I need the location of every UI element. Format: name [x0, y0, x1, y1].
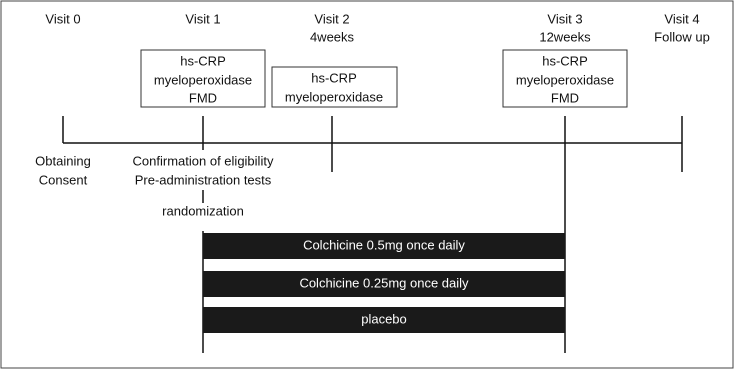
box-line: FMD [551, 90, 579, 105]
box-line: hs-CRP [180, 53, 226, 68]
box-line: hs-CRP [311, 70, 357, 85]
note: Obtaining [35, 153, 91, 168]
box-line: myeloperoxidase [516, 72, 614, 87]
visit-label: Visit 4 [664, 11, 699, 26]
box-line: FMD [189, 90, 217, 105]
box-line: myeloperoxidase [285, 89, 383, 104]
note: randomization [162, 203, 244, 218]
note: Pre-administration tests [135, 172, 272, 187]
note: Confirmation of eligibility [133, 153, 274, 168]
visit-sublabel: Follow up [654, 29, 710, 44]
arm-bar [203, 271, 565, 297]
measure-box [271, 66, 398, 108]
arm-label: Colchicine 0.5mg once daily [303, 237, 465, 252]
arm-bar [203, 233, 565, 259]
arm-label: Colchicine 0.25mg once daily [299, 275, 469, 290]
box-line: hs-CRP [542, 53, 588, 68]
visit-label: Visit 1 [185, 11, 220, 26]
visit-sublabel: 12weeks [539, 29, 591, 44]
visit-label: Visit 2 [314, 11, 349, 26]
visit-sublabel: 4weeks [310, 29, 355, 44]
measure-box [502, 49, 628, 108]
arm-label: placebo [361, 311, 407, 326]
arm-bar [203, 307, 565, 333]
visit-label: Visit 0 [45, 11, 80, 26]
box-line: myeloperoxidase [154, 72, 252, 87]
note: Consent [39, 172, 88, 187]
measure-box [140, 49, 266, 108]
visit-label: Visit 3 [547, 11, 582, 26]
